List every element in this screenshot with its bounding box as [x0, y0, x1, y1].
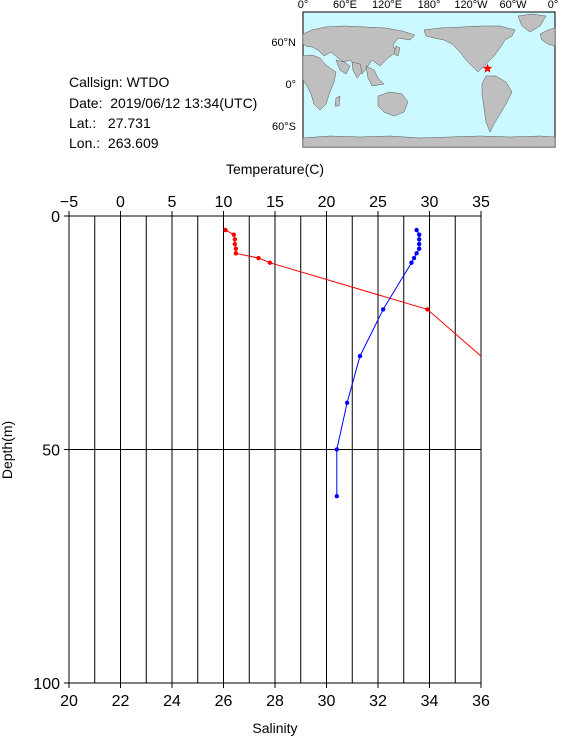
salinity-axis-label: Salinity: [252, 720, 297, 736]
depth-tick-label: 100: [33, 676, 60, 693]
location-map: 0° 60°E 120°E 180° 120°W 60°W 0° 60°N 0°…: [271, 0, 559, 148]
salinity-data-point: [417, 232, 422, 237]
temperature-tick-label: 0: [116, 194, 125, 211]
salinity-tick-label: 30: [318, 693, 336, 710]
lon-label: Lon.:: [69, 135, 101, 151]
callsign-label: Callsign:: [69, 74, 123, 90]
land-greenland: [517, 13, 547, 33]
map-lat-tick: 60°N: [271, 37, 296, 49]
land-africa: [302, 54, 337, 111]
map-lat-tick: 60°S: [272, 121, 296, 133]
temperature-data-point: [232, 237, 238, 242]
temperature-tick-label: 25: [369, 194, 387, 211]
land-eurasia: [302, 25, 416, 75]
map-lon-tick: 60°W: [499, 0, 527, 11]
salinity-data-point: [380, 307, 386, 312]
series-layer: [223, 227, 482, 499]
temperature-data-point: [256, 255, 261, 261]
salinity-tick-label: 34: [421, 693, 439, 710]
salinity-ticks: 20 22 24 26 28 30 32 34 36: [60, 683, 490, 710]
map-lon-tick: 0°: [298, 0, 309, 11]
map-lon-tick: 0°: [548, 0, 559, 11]
depth-tick-label: 50: [42, 443, 60, 460]
land-japan: [393, 45, 401, 57]
temperature-data-point: [267, 260, 273, 265]
temperature-data-point: [425, 307, 430, 312]
land-europe-west: [539, 27, 556, 47]
land-north-america: [423, 25, 516, 73]
lon-line: Lon.: 263.609: [69, 136, 159, 150]
chart-grid: [69, 216, 481, 683]
temperature-data-point: [233, 251, 239, 256]
temperature-tick-label: 20: [318, 194, 336, 211]
depth-axis-label: Depth(m): [0, 421, 15, 479]
salinity-data-point: [417, 246, 422, 251]
temperature-profile-line: [225, 229, 482, 357]
map-lon-tick: 120°E: [372, 0, 402, 11]
salinity-tick-label: 26: [215, 693, 233, 710]
depth-ticks: 0 50 100: [33, 209, 69, 693]
temperature-tick-label: 10: [215, 194, 233, 211]
land-south-america: [481, 75, 513, 133]
salinity-tick-label: 22: [112, 693, 130, 710]
lon-value: 263.609: [107, 135, 159, 151]
salinity-tick-label: 20: [60, 693, 78, 710]
land-australia: [377, 91, 409, 117]
date-line: Date: 2019/06/12 13:34(UTC): [69, 96, 257, 110]
callsign-value: WTDO: [126, 74, 170, 90]
temperature-data-point: [223, 227, 228, 233]
map-lat-tick: 0°: [285, 79, 296, 91]
map-land: [302, 13, 556, 148]
temperature-data-point: [233, 246, 239, 251]
land-se-asia: [365, 65, 385, 87]
temperature-tick-label: 5: [168, 194, 177, 211]
map-lon-tick: 120°W: [454, 0, 488, 11]
temperature-tick-label: 30: [421, 194, 439, 211]
salinity-tick-label: 32: [369, 693, 387, 710]
salinity-data-point: [334, 447, 339, 452]
land-arabia-india: [335, 59, 363, 79]
station-marker-star: [482, 63, 493, 73]
depth-tick-label: 0: [51, 209, 60, 226]
temperature-data-point: [232, 241, 238, 247]
salinity-data-point: [414, 227, 419, 233]
salinity-data-point: [411, 255, 417, 261]
date-label: Date:: [69, 95, 103, 111]
temperature-data-point: [231, 232, 236, 237]
salinity-tick-label: 24: [163, 693, 181, 710]
salinity-data-point: [409, 260, 414, 265]
temperature-tick-label: −5: [60, 194, 78, 211]
salinity-data-point: [357, 353, 363, 359]
salinity-data-point: [344, 400, 350, 405]
land-antarctica: [302, 135, 556, 148]
map-lon-tick: 60°E: [333, 0, 357, 11]
lat-value: 27.731: [107, 115, 151, 131]
land-madagascar: [334, 95, 341, 107]
temperature-axis-label: Temperature(C): [226, 161, 324, 177]
temperature-tick-label: 15: [266, 194, 284, 211]
salinity-data-point: [334, 494, 339, 499]
map-lon-tick: 180°: [418, 0, 441, 11]
temperature-ticks: −5 0 5 10 15 20 25 30 35: [60, 194, 490, 216]
lat-label: Lat.:: [69, 115, 97, 131]
date-value: 2019/06/12 13:34(UTC): [110, 95, 258, 111]
salinity-data-point: [417, 241, 422, 247]
temperature-tick-label: 35: [472, 194, 490, 211]
salinity-data-point: [417, 237, 422, 242]
lat-line: Lat.: 27.731: [69, 116, 151, 130]
salinity-tick-label: 36: [472, 693, 490, 710]
salinity-tick-label: 28: [266, 693, 284, 710]
salinity-data-point: [414, 251, 419, 256]
callsign-line: Callsign: WTDO: [69, 75, 169, 89]
